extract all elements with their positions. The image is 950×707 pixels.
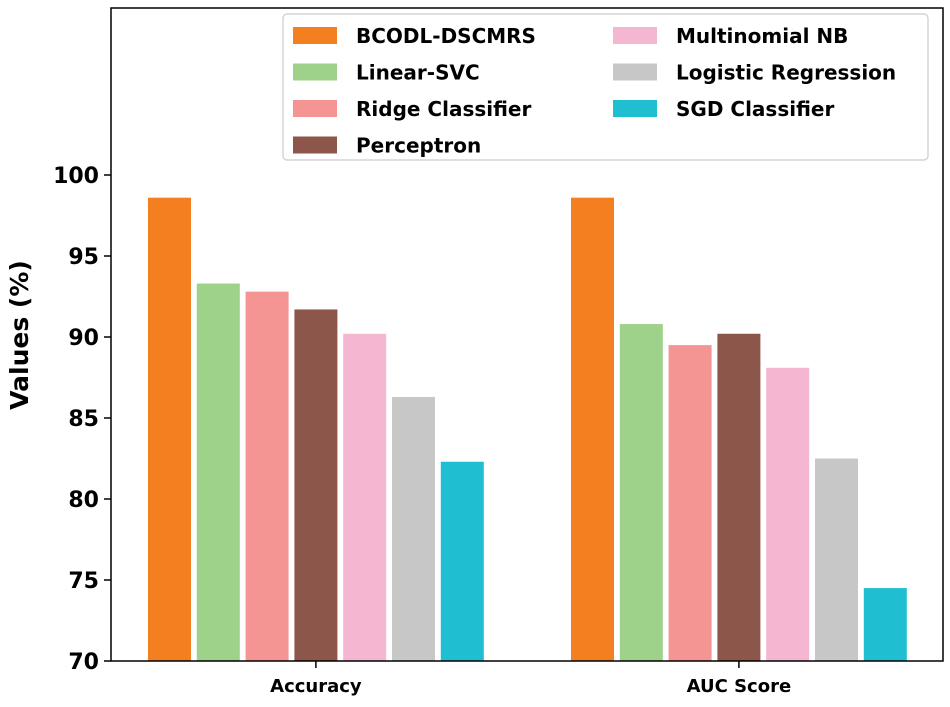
bar-perceptron-auc-score [717,333,761,661]
bar-linear-svc-auc-score [619,324,663,661]
legend-label: BCODL-DSCMRS [356,24,536,48]
y-tick-label: 100 [53,164,99,189]
y-axis-title: Values (%) [5,260,34,410]
legend-label: SGD Classifier [676,97,834,121]
legend-label: Multinomial NB [676,24,848,48]
bar-logistic-regression-accuracy [392,396,435,661]
x-tick-label: AUC Score [687,676,792,697]
legend-swatch [613,27,657,44]
y-tick-label: 70 [68,650,99,675]
bar-bcodl-dscmrs-auc-score [571,197,614,661]
y-tick-label: 80 [68,488,99,513]
bar-sgd-classifier-auc-score [863,588,907,661]
legend-label: Ridge Classifier [356,97,531,121]
legend-label: Logistic Regression [676,61,896,85]
bar-ridge-classifier-accuracy [245,291,289,661]
y-tick-label: 85 [68,407,99,432]
bar-multinomial-nb-auc-score [766,367,810,661]
legend-swatch [293,100,337,117]
bar-logistic-regression-auc-score [815,458,858,661]
bar-linear-svc-accuracy [196,283,240,661]
plot-frame [110,7,944,662]
bar-bcodl-dscmrs-accuracy [148,197,191,661]
legend-label: Perceptron [356,134,481,158]
bar-multinomial-nb-accuracy [343,333,387,661]
legend-swatch [613,63,657,81]
legend [282,13,929,161]
x-tick-label: Accuracy [270,676,362,697]
legend-swatch [613,100,657,117]
bar-sgd-classifier-accuracy [440,461,484,661]
legend-swatch [293,27,337,44]
legend-swatch [293,136,337,154]
y-tick-label: 75 [68,569,99,594]
bar-ridge-classifier-auc-score [668,345,712,661]
legend-label: Linear-SVC [356,61,480,85]
y-tick-label: 95 [68,245,99,270]
legend-swatch [293,63,337,81]
y-tick-label: 90 [68,326,99,351]
bar-perceptron-accuracy [294,309,338,661]
